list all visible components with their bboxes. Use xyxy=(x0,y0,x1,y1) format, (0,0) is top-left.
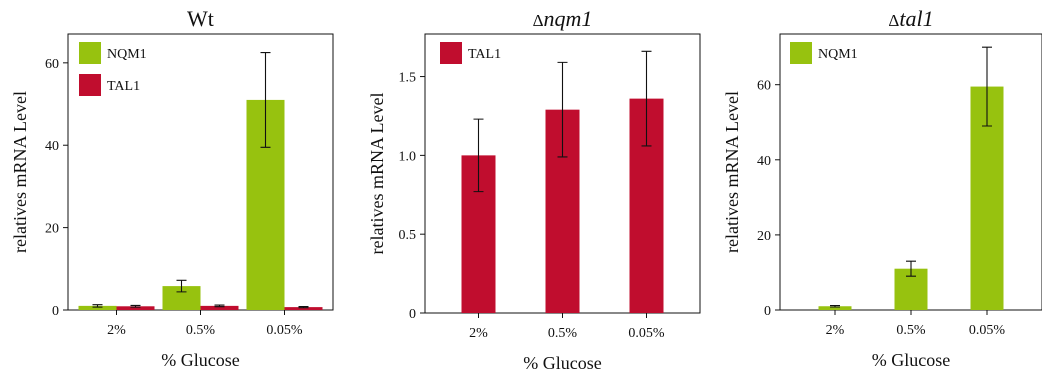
y-tick-label: 0 xyxy=(52,304,59,319)
chart-title-text: Wt xyxy=(187,6,214,31)
y-tick-label: 60 xyxy=(45,57,59,72)
x-tick-label: 0.5% xyxy=(548,326,578,341)
error-bar xyxy=(641,50,652,147)
x-tick-label: 2% xyxy=(107,323,126,338)
y-tick-label: 0.5 xyxy=(399,228,417,243)
chart-title: Δnqm1 xyxy=(533,6,593,31)
error-bar xyxy=(92,304,103,308)
chart-title: Δtal1 xyxy=(888,6,933,31)
bar-nqm1-2 xyxy=(162,286,201,310)
y-tick-label: 40 xyxy=(757,154,771,169)
x-axis-label: % Glucose xyxy=(161,350,239,370)
x-tick-label: 0.05% xyxy=(628,326,665,341)
bar-nqm1-1 xyxy=(818,306,852,310)
chart-title-text: tal1 xyxy=(899,6,933,31)
x-tick-label: 2% xyxy=(826,323,845,338)
chart-panel-1: Wt 0 20 40 60 2% 0.5% 0.05% % Glucose relatives m… xyxy=(10,6,334,370)
bar-tal1-1 xyxy=(116,306,155,310)
error-bar xyxy=(214,304,225,308)
bar-tal1-2 xyxy=(200,305,239,310)
chart-panel-3: Δtal1 0 20 40 60 2% 0.5% 0.05% % Glucose relative… xyxy=(722,6,1042,370)
x-tick-label: 0.5% xyxy=(896,323,926,338)
legend-label: NQM1 xyxy=(107,47,147,62)
y-tick-label: 60 xyxy=(757,79,771,94)
y-tick-label: 20 xyxy=(45,222,59,237)
error-bar xyxy=(982,46,992,127)
chart-title: Wt xyxy=(187,6,214,31)
y-tick-label: 1.0 xyxy=(399,149,417,164)
y-tick-label: 0 xyxy=(409,307,416,322)
error-bar xyxy=(473,118,484,193)
y-tick-label: 20 xyxy=(757,229,771,244)
error-bar xyxy=(557,61,568,158)
legend-swatch xyxy=(440,42,462,64)
error-bar xyxy=(830,304,840,308)
chart-title-prefix: Δ xyxy=(533,11,544,30)
error-bar xyxy=(130,304,141,308)
legend-swatch xyxy=(790,42,812,64)
axis-frame xyxy=(67,33,334,311)
y-tick-label: 0 xyxy=(764,304,771,319)
x-axis-label: % Glucose xyxy=(872,350,950,370)
error-bar xyxy=(906,260,916,277)
chart-title-text: nqm1 xyxy=(544,6,593,31)
legend-swatch xyxy=(79,42,101,64)
error-bar xyxy=(298,305,309,309)
legend-label: NQM1 xyxy=(818,47,858,62)
legend-swatch xyxy=(79,74,101,96)
x-axis-label: % Glucose xyxy=(523,353,601,371)
error-bar xyxy=(260,51,271,148)
y-axis-label: relatives mRNA Level xyxy=(722,91,742,253)
y-tick-label: 40 xyxy=(45,139,59,154)
y-tick-label: 1.5 xyxy=(399,71,417,86)
x-tick-label: 2% xyxy=(469,326,488,341)
x-tick-label: 0.05% xyxy=(266,323,303,338)
legend-label: TAL1 xyxy=(468,47,501,62)
chart-title-prefix: Δ xyxy=(888,11,899,30)
bar-tal1-3 xyxy=(284,307,323,310)
bar-nqm1-1 xyxy=(78,305,117,310)
chart-panel-2: Δnqm1 0 0.5 1.0 1.5 2% 0.5% 0.05% % Glucose relat… xyxy=(367,6,701,371)
legend-label: TAL1 xyxy=(107,79,140,94)
y-axis-label: relatives mRNA Level xyxy=(10,91,30,253)
x-tick-label: 0.5% xyxy=(186,323,216,338)
y-axis-label: relatives mRNA Level xyxy=(367,93,387,255)
error-bar xyxy=(176,279,187,293)
x-tick-label: 0.05% xyxy=(969,323,1006,338)
